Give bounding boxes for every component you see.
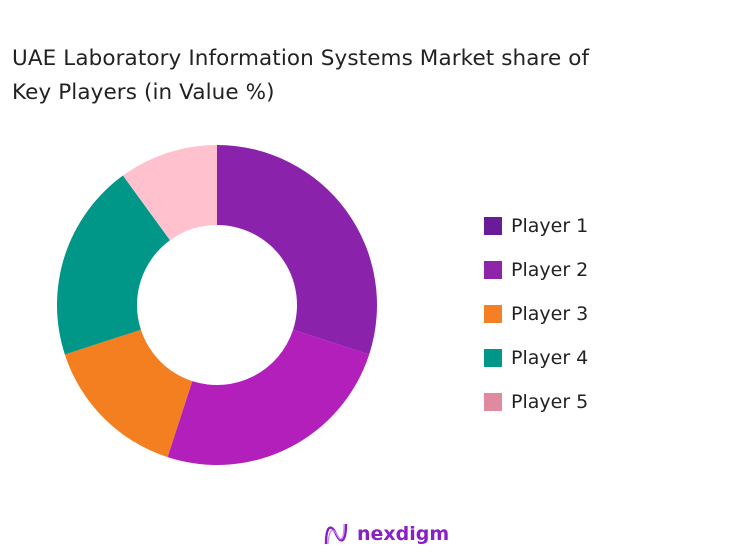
legend-item: Player 3	[484, 292, 588, 336]
chart-title: UAE Laboratory Information Systems Marke…	[12, 42, 589, 110]
donut-slice-3	[64, 329, 193, 458]
donut-slice-1	[217, 145, 377, 355]
legend-label: Player 1	[511, 215, 589, 237]
legend-item: Player 5	[484, 380, 588, 424]
nexdigm-logo-icon	[324, 523, 348, 545]
logo-text: nexdigm	[357, 523, 450, 545]
legend-item: Player 1	[484, 204, 588, 248]
chart-title-line-1: UAE Laboratory Information Systems Marke…	[12, 46, 590, 71]
legend-label: Player 2	[511, 259, 589, 281]
legend-swatch	[484, 393, 502, 411]
legend-swatch	[484, 305, 502, 323]
legend-label: Player 4	[511, 347, 589, 369]
legend-label: Player 5	[511, 391, 589, 413]
nexdigm-logo: nexdigm	[323, 521, 449, 547]
chart-title-line-2: Key Players (in Value %)	[12, 80, 275, 105]
donut-slice-2	[167, 329, 370, 465]
legend-swatch	[484, 261, 502, 279]
legend-item: Player 2	[484, 248, 588, 292]
legend: Player 1 Player 2 Player 3 Player 4 Player 5	[484, 204, 588, 424]
legend-label: Player 3	[511, 303, 589, 325]
donut-slice-5	[122, 145, 217, 241]
legend-item: Player 4	[484, 336, 588, 380]
legend-swatch	[484, 217, 502, 235]
legend-swatch	[484, 349, 502, 367]
donut-slice-4	[57, 175, 170, 355]
